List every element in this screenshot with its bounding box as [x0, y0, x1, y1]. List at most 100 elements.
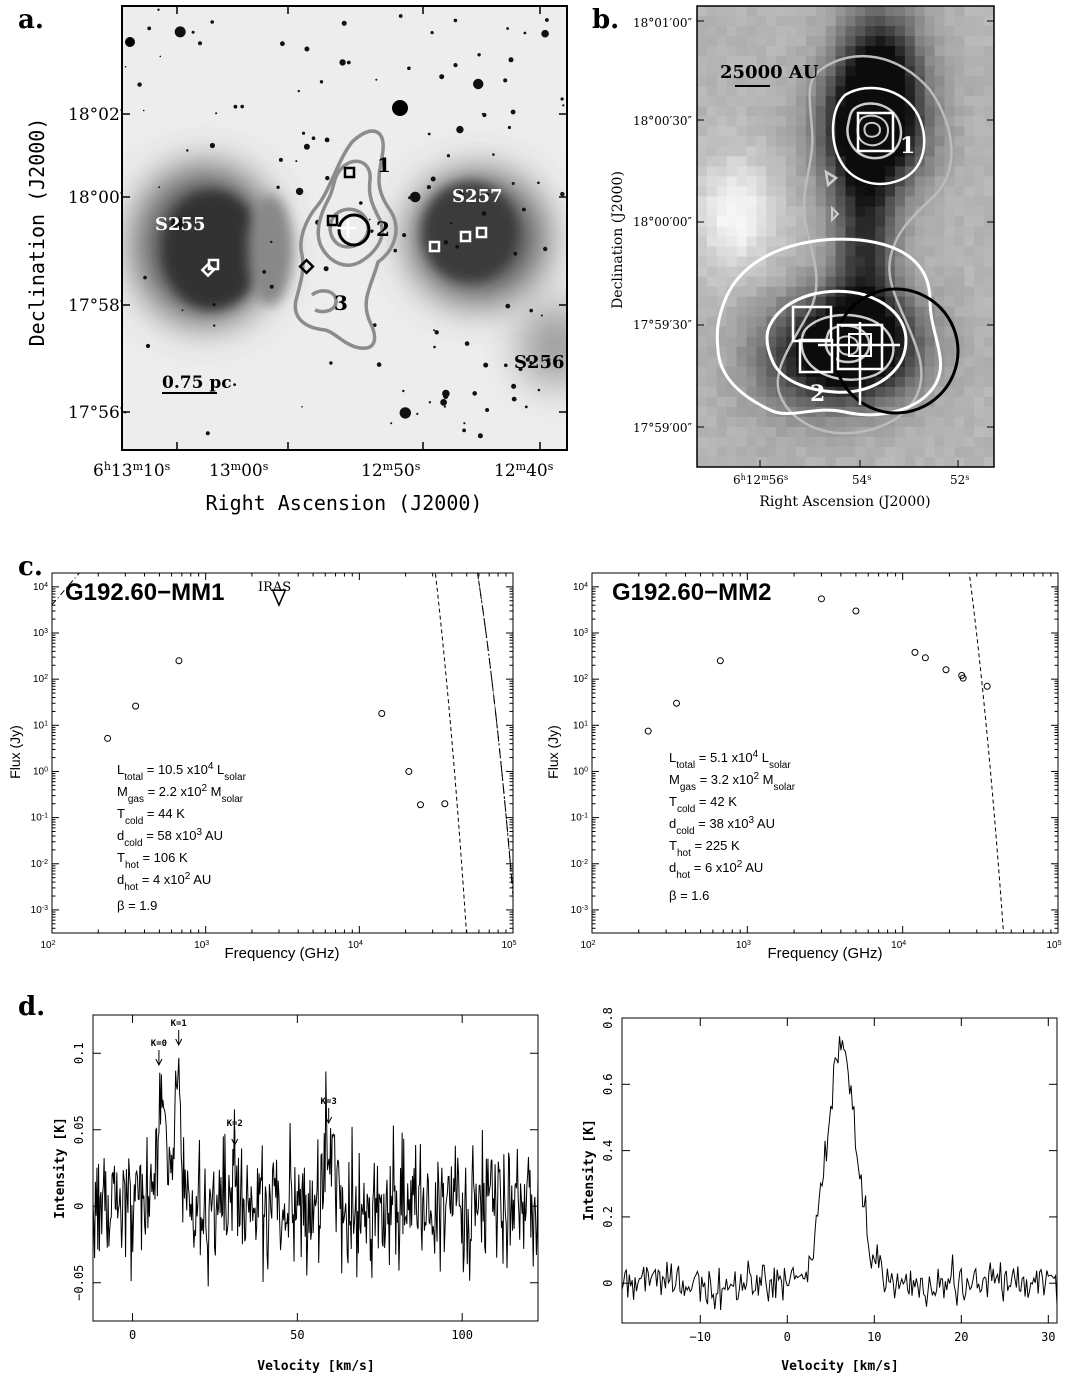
pixel [974, 306, 985, 318]
pixel [796, 86, 807, 97]
pixel [904, 156, 916, 167]
pixel [706, 6, 718, 17]
pixel [736, 36, 748, 47]
pixel [974, 6, 985, 17]
pixel [954, 186, 965, 198]
star [375, 78, 378, 81]
ytick-label: 102 [33, 674, 48, 686]
pixel [746, 226, 757, 238]
pixel [756, 396, 767, 408]
pixel [924, 136, 936, 147]
pixel [796, 326, 807, 338]
pixel [746, 166, 757, 177]
star [319, 80, 324, 84]
pixel [885, 246, 896, 258]
pixel [845, 116, 856, 127]
pixel [974, 416, 985, 428]
pixel [934, 416, 946, 428]
pixel [805, 6, 817, 17]
pixel [716, 196, 728, 208]
pixel [796, 296, 807, 308]
data-points-mm1 [104, 657, 449, 809]
tick-base: 10 [580, 940, 592, 951]
pixel [924, 256, 936, 268]
tick-exp: -2 [582, 858, 588, 865]
pixel [825, 276, 837, 288]
pixel [875, 346, 886, 358]
pixel [914, 236, 926, 248]
pixel [776, 26, 787, 37]
pixel [984, 316, 994, 328]
param-mm1-0: Ltotal = 10.5 x104 Lsolar [117, 761, 247, 783]
pixel [944, 256, 955, 268]
pixel [726, 196, 738, 208]
pixel [914, 306, 926, 318]
tick-exp: 4 [902, 940, 906, 947]
pixel [736, 396, 748, 408]
pixel [706, 286, 718, 298]
pixel [716, 386, 728, 398]
star [462, 428, 466, 433]
pixel [706, 136, 718, 147]
pixel [954, 296, 965, 308]
pixel [815, 106, 827, 117]
pixel [984, 136, 994, 147]
star [171, 217, 183, 229]
pixel [914, 106, 926, 117]
pixel [934, 16, 946, 27]
pixel [974, 406, 985, 418]
pixel [974, 236, 985, 248]
pixel [746, 286, 757, 298]
pixel [845, 346, 856, 358]
xlabel-b: Right Ascension (J2000) [759, 494, 930, 510]
ytick-label: 103 [33, 628, 48, 640]
pixel [825, 166, 837, 177]
pixel [964, 446, 975, 458]
pixel [944, 56, 955, 67]
star [233, 104, 238, 109]
pixel [974, 16, 985, 27]
pixel [954, 176, 965, 187]
pixel [944, 226, 955, 238]
pixel [786, 316, 797, 328]
pixel [914, 426, 926, 438]
ytick-label: 0 [601, 1280, 615, 1287]
pixel [904, 366, 916, 378]
pixel [974, 336, 985, 348]
star [301, 406, 303, 408]
pixel [964, 36, 975, 47]
pixel [984, 156, 994, 167]
star [210, 20, 214, 24]
pixel [746, 436, 757, 448]
pixel [934, 246, 946, 258]
pixel [934, 326, 946, 338]
pixel [706, 86, 718, 97]
pixel [706, 316, 718, 328]
star [205, 431, 210, 436]
star-field [123, 8, 565, 439]
pixel [914, 136, 926, 147]
tick-base: 10 [31, 813, 43, 824]
pixel [746, 196, 757, 208]
pixel [984, 116, 994, 127]
star [543, 246, 548, 252]
pixel [756, 366, 767, 378]
star [439, 74, 445, 80]
pixel [835, 46, 847, 57]
star [541, 29, 549, 38]
pixel [796, 396, 807, 408]
k-component-annotations: K=0K=1K=2K=3 [151, 1019, 337, 1147]
pixel [885, 326, 896, 338]
pixel [746, 186, 757, 198]
pixel [875, 316, 886, 328]
pixel [716, 156, 728, 167]
star [213, 324, 216, 327]
data-point [104, 734, 112, 742]
pixel [865, 156, 876, 167]
pixel [984, 376, 994, 388]
ylabel-d2: Intensity [K] [582, 1119, 597, 1221]
pixel [697, 436, 708, 448]
pixel [756, 26, 767, 37]
pixel [835, 176, 847, 187]
ytick-b-3: 17°59′30″ [633, 318, 693, 332]
